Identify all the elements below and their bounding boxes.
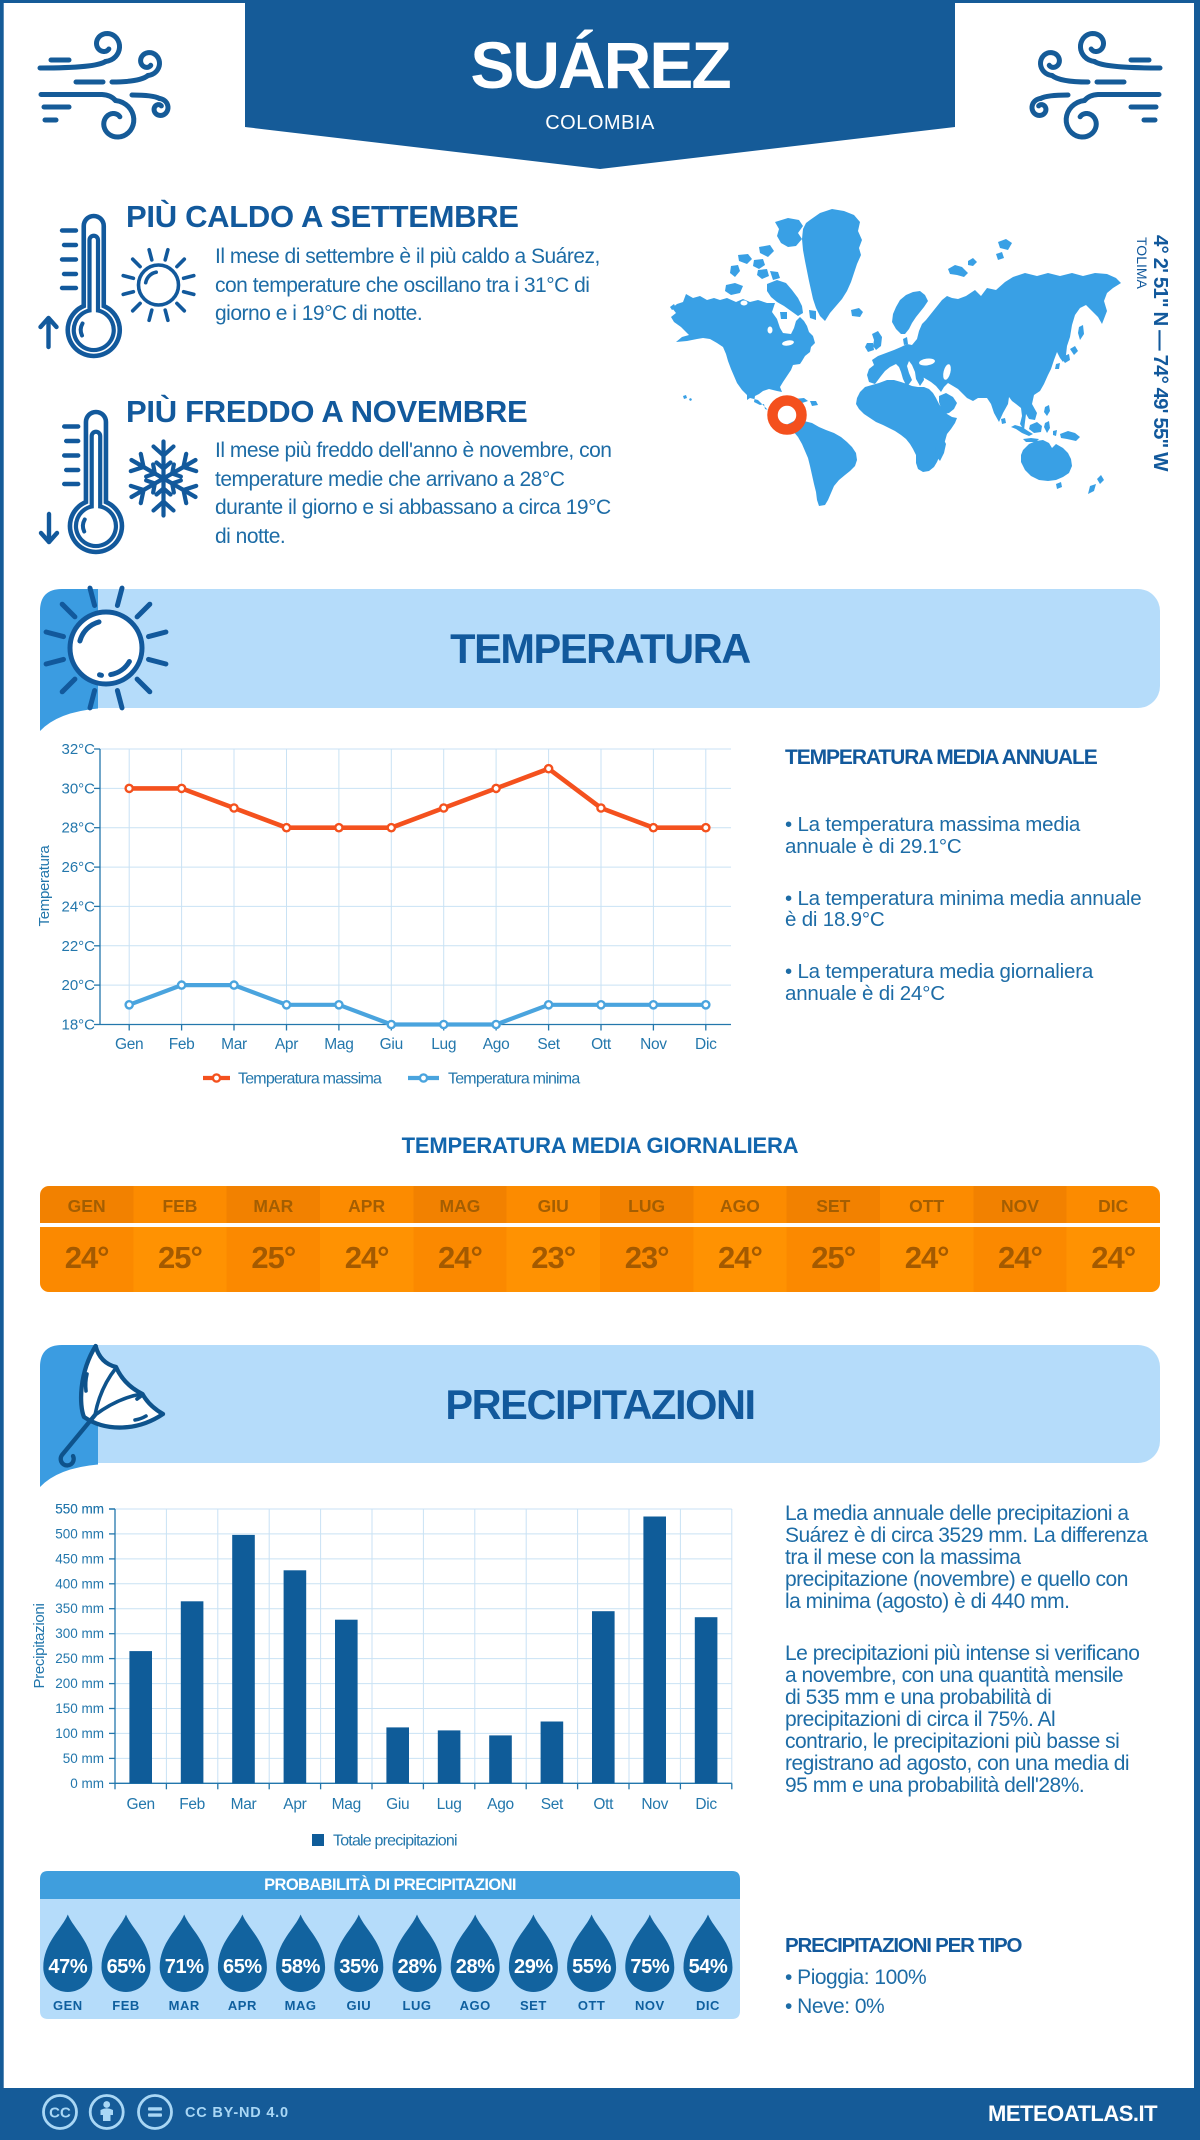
svg-text:Temperatura minima: Temperatura minima: [448, 1071, 580, 1088]
svg-text:22°C: 22°C: [61, 938, 95, 955]
svg-text:Lug: Lug: [431, 1036, 456, 1053]
svg-text:550 mm: 550 mm: [55, 1502, 104, 1517]
svg-text:20°C: 20°C: [61, 977, 95, 994]
svg-text:Ago: Ago: [487, 1796, 514, 1813]
svg-text:26°C: 26°C: [61, 859, 95, 876]
svg-text:Set: Set: [537, 1036, 560, 1053]
svg-text:30°C: 30°C: [61, 780, 95, 797]
svg-text:Temperatura: Temperatura: [36, 845, 53, 927]
svg-text:Nov: Nov: [640, 1036, 667, 1053]
svg-text:Lug: Lug: [437, 1796, 462, 1813]
svg-text:Ott: Ott: [593, 1796, 614, 1813]
svg-text:Feb: Feb: [179, 1796, 205, 1813]
svg-text:Gen: Gen: [115, 1036, 143, 1053]
svg-text:400 mm: 400 mm: [55, 1576, 104, 1591]
svg-text:CC: CC: [49, 2105, 71, 2122]
svg-text:Totale precipitazioni: Totale precipitazioni: [333, 1833, 457, 1850]
svg-text:200 mm: 200 mm: [55, 1676, 104, 1691]
svg-text:18°C: 18°C: [61, 1017, 95, 1034]
svg-text:Precipitazioni: Precipitazioni: [31, 1603, 48, 1688]
svg-text:24°C: 24°C: [61, 898, 95, 915]
svg-text:Giu: Giu: [380, 1036, 403, 1053]
svg-text:500 mm: 500 mm: [55, 1526, 104, 1541]
svg-text:Feb: Feb: [169, 1036, 195, 1053]
svg-text:Mag: Mag: [324, 1036, 353, 1053]
svg-text:Apr: Apr: [275, 1036, 298, 1053]
svg-text:Mar: Mar: [221, 1036, 247, 1053]
svg-text:350 mm: 350 mm: [55, 1601, 104, 1616]
svg-text:450 mm: 450 mm: [55, 1551, 104, 1566]
svg-text:Ott: Ott: [591, 1036, 612, 1053]
svg-text:300 mm: 300 mm: [55, 1626, 104, 1641]
svg-text:550 mm: 550 mm: [55, 1502, 104, 1517]
svg-text:Dic: Dic: [695, 1796, 717, 1813]
svg-text:Giu: Giu: [386, 1796, 409, 1813]
svg-text:Mar: Mar: [231, 1796, 257, 1813]
svg-text:250 mm: 250 mm: [55, 1651, 104, 1666]
svg-text:100 mm: 100 mm: [55, 1726, 104, 1741]
svg-text:Mag: Mag: [332, 1796, 361, 1813]
svg-text:150 mm: 150 mm: [55, 1701, 104, 1716]
svg-text:Temperatura massima: Temperatura massima: [238, 1071, 382, 1088]
svg-text:50 mm: 50 mm: [63, 1751, 104, 1766]
svg-text:Apr: Apr: [283, 1796, 306, 1813]
svg-text:Nov: Nov: [641, 1796, 668, 1813]
svg-text:Dic: Dic: [695, 1036, 717, 1053]
svg-text:Gen: Gen: [126, 1796, 154, 1813]
svg-text:Ago: Ago: [483, 1036, 510, 1053]
svg-text:32°C: 32°C: [61, 741, 95, 758]
svg-text:0 mm: 0 mm: [70, 1776, 104, 1791]
svg-text:28°C: 28°C: [61, 820, 95, 837]
svg-text:Set: Set: [541, 1796, 564, 1813]
